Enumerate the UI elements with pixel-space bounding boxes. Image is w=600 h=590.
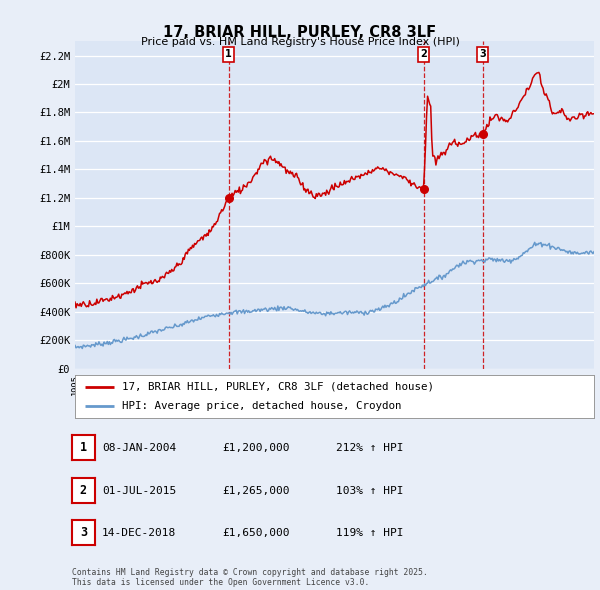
Text: 3: 3 <box>479 50 486 60</box>
Text: 08-JAN-2004: 08-JAN-2004 <box>102 444 176 453</box>
Text: 119% ↑ HPI: 119% ↑ HPI <box>336 529 404 538</box>
Text: 1: 1 <box>80 441 87 454</box>
Text: £1,200,000: £1,200,000 <box>222 444 290 453</box>
Text: £1,650,000: £1,650,000 <box>222 529 290 538</box>
Text: HPI: Average price, detached house, Croydon: HPI: Average price, detached house, Croy… <box>122 401 401 411</box>
Text: 103% ↑ HPI: 103% ↑ HPI <box>336 486 404 496</box>
Text: This data is licensed under the Open Government Licence v3.0.: This data is licensed under the Open Gov… <box>72 578 370 587</box>
Text: Contains HM Land Registry data © Crown copyright and database right 2025.: Contains HM Land Registry data © Crown c… <box>72 568 428 577</box>
Text: Price paid vs. HM Land Registry's House Price Index (HPI): Price paid vs. HM Land Registry's House … <box>140 37 460 47</box>
Text: £1,265,000: £1,265,000 <box>222 486 290 496</box>
Text: 17, BRIAR HILL, PURLEY, CR8 3LF: 17, BRIAR HILL, PURLEY, CR8 3LF <box>163 25 437 40</box>
Text: 2: 2 <box>80 484 87 497</box>
Text: 3: 3 <box>80 526 87 539</box>
Text: 1: 1 <box>225 50 232 60</box>
Text: 01-JUL-2015: 01-JUL-2015 <box>102 486 176 496</box>
Text: 212% ↑ HPI: 212% ↑ HPI <box>336 444 404 453</box>
Text: 14-DEC-2018: 14-DEC-2018 <box>102 529 176 538</box>
Text: 17, BRIAR HILL, PURLEY, CR8 3LF (detached house): 17, BRIAR HILL, PURLEY, CR8 3LF (detache… <box>122 382 434 392</box>
Text: 2: 2 <box>421 50 427 60</box>
